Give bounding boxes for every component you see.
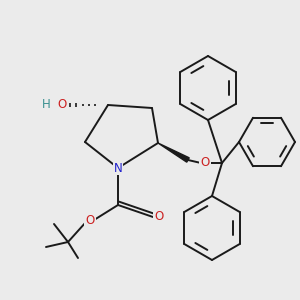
Text: N: N — [114, 161, 122, 175]
Text: O: O — [154, 211, 164, 224]
Text: O: O — [57, 98, 67, 112]
Text: O: O — [200, 157, 210, 169]
Text: O: O — [85, 214, 94, 226]
Text: H: H — [42, 98, 50, 112]
Polygon shape — [158, 143, 189, 162]
